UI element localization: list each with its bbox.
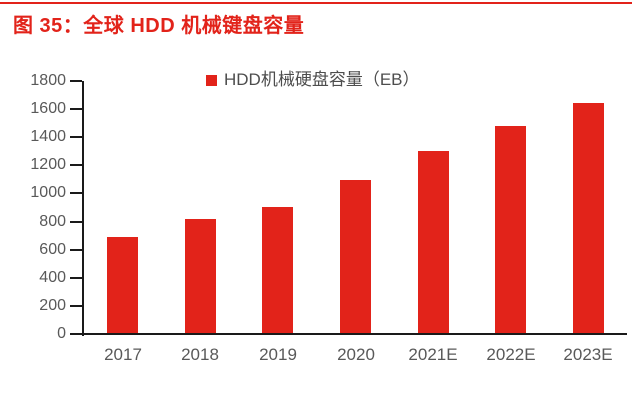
y-tick-label: 1000: [30, 184, 66, 202]
x-tick-label: 2019: [259, 345, 297, 364]
bar-2022E: [495, 126, 526, 333]
legend-swatch-icon: [206, 74, 217, 86]
y-tick-label: 600: [39, 240, 66, 258]
bar-2023E: [573, 103, 604, 333]
bar-2018: [185, 219, 216, 333]
y-tick: [70, 192, 82, 195]
y-tick: [70, 248, 82, 251]
x-tick-label: 2017: [104, 345, 142, 364]
y-tick-label: 400: [39, 268, 66, 286]
bar-2017: [107, 237, 138, 333]
y-tick: [70, 304, 82, 307]
y-axis-line: [82, 81, 84, 336]
y-tick: [70, 108, 82, 111]
y-tick-label: 1400: [30, 128, 66, 146]
x-tick-label: 2022E: [486, 345, 536, 364]
bar-2021E: [418, 151, 449, 333]
y-tick: [70, 80, 82, 82]
bar-2020: [340, 180, 371, 333]
chart-legend: HDD机械硬盘容量（EB）: [206, 70, 420, 90]
y-tick: [70, 220, 82, 223]
top-rule-divider: [0, 2, 632, 4]
x-tick-label: 2021E: [408, 345, 458, 364]
x-tick-label: 2020: [337, 345, 375, 364]
x-tick-label: 2023E: [563, 345, 613, 364]
y-tick-label: 200: [39, 296, 66, 314]
y-tick: [70, 164, 82, 167]
y-tick-label: 0: [57, 325, 66, 342]
y-tick-label: 800: [39, 212, 66, 230]
x-axis-line: [82, 333, 627, 335]
y-tick: [70, 276, 82, 279]
legend-label: HDD机械硬盘容量（EB）: [224, 70, 420, 89]
figure-title: 图 35：全球 HDD 机械键盘容量: [13, 15, 305, 37]
x-tick-label: 2018: [181, 345, 219, 364]
y-tick-label: 1600: [30, 100, 66, 118]
y-tick-label: 1800: [30, 72, 66, 89]
bar-2019: [262, 207, 293, 333]
y-tick-label: 1200: [30, 156, 66, 174]
y-tick: [70, 333, 82, 335]
y-tick: [70, 136, 82, 139]
